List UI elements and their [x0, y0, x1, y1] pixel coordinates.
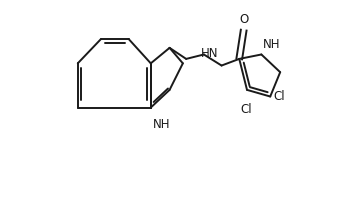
- Text: Cl: Cl: [273, 90, 285, 103]
- Text: Cl: Cl: [240, 103, 252, 116]
- Text: HN: HN: [201, 47, 218, 60]
- Text: NH: NH: [263, 38, 280, 51]
- Text: O: O: [239, 13, 248, 26]
- Text: NH: NH: [153, 118, 171, 131]
